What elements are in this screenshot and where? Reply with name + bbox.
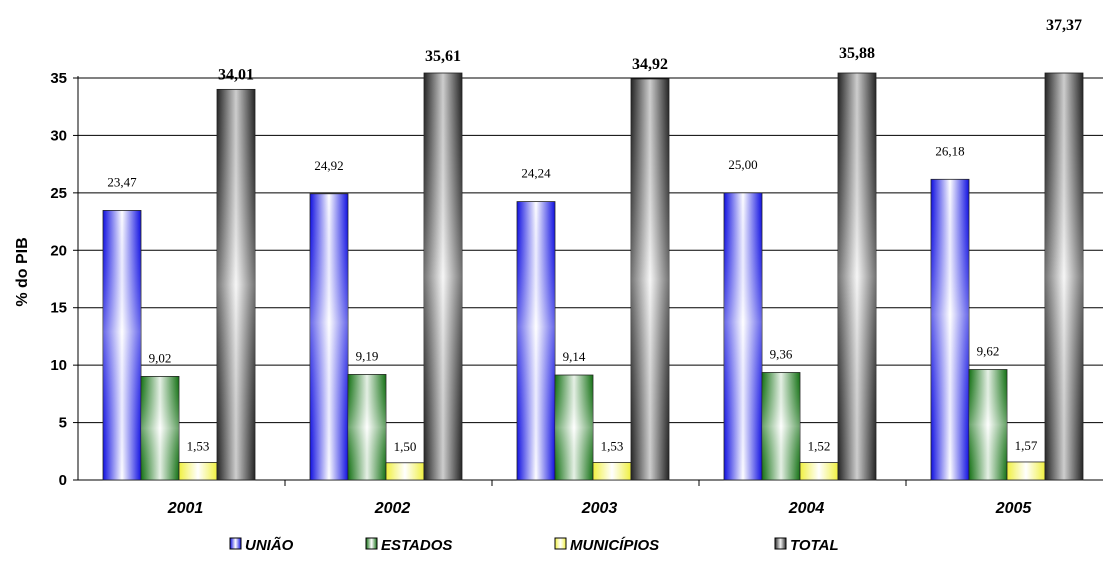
bar-shade <box>724 192 762 480</box>
data-label: 9,62 <box>977 344 1000 359</box>
y-tick-label: 35 <box>50 70 67 87</box>
data-labels: 23,47 9,02 1,53 34,01 24,92 9,19 1,50 35,61 24,2… <box>107 17 1082 454</box>
data-label: 26,18 <box>935 143 964 158</box>
data-label: 34,01 <box>218 66 254 83</box>
y-axis-title: % do PIB <box>14 237 31 306</box>
bar-shade <box>969 369 1007 480</box>
bar-shade <box>1007 461 1045 480</box>
data-label: 24,92 <box>314 158 343 173</box>
data-label: 34,92 <box>632 56 668 73</box>
data-label: 1,53 <box>601 438 624 453</box>
data-label: 37,37 <box>1046 17 1082 34</box>
data-label: 9,36 <box>770 346 793 361</box>
axes: 0 5 10 15 20 25 30 35 2001 2002 2003 2004 2005 <box>50 70 1103 517</box>
bar-shade <box>141 376 179 480</box>
y-tick-label: 30 <box>50 127 67 144</box>
data-label: 23,47 <box>107 174 137 189</box>
x-tick-label: 2001 <box>167 500 204 517</box>
y-tick-label: 15 <box>50 300 67 317</box>
x-tick-label: 2004 <box>788 500 825 517</box>
data-label: 1,57 <box>1015 438 1038 453</box>
data-label: 9,02 <box>149 350 172 365</box>
legend-swatch-total <box>774 537 787 550</box>
y-tick-label: 25 <box>50 185 67 202</box>
bar-shade <box>217 89 255 481</box>
y-tick-label: 20 <box>50 242 67 259</box>
bar-shade <box>838 73 876 480</box>
bar-shade <box>555 375 593 480</box>
bar-shade <box>593 462 631 480</box>
legend-label: ESTADOS <box>381 537 452 554</box>
bar-shade <box>931 179 969 480</box>
bars <box>102 72 1084 481</box>
data-label: 24,24 <box>521 166 551 181</box>
data-label: 1,52 <box>808 439 831 454</box>
bar-shade <box>310 193 348 480</box>
legend-label: TOTAL <box>790 537 839 554</box>
bar-shade <box>762 372 800 480</box>
x-tick-label: 2003 <box>581 500 618 517</box>
data-label: 25,00 <box>728 157 757 172</box>
legend-swatch-estados <box>365 537 378 550</box>
bar-shade <box>386 462 424 480</box>
y-tick-label: 10 <box>50 357 67 374</box>
y-tick-label: 5 <box>59 415 67 432</box>
bar-shade <box>800 462 838 480</box>
data-label: 1,50 <box>394 439 417 454</box>
bar-shade <box>517 201 555 480</box>
legend-label: UNIÃO <box>245 536 294 554</box>
legend-swatch-municípios <box>554 537 567 550</box>
bar-shade <box>1045 73 1083 480</box>
data-label: 9,14 <box>563 349 586 364</box>
legend-swatch-união <box>229 537 242 550</box>
bar-shade <box>424 73 462 480</box>
legend: UNIÃO ESTADOS MUNICÍPIOS TOTAL <box>229 536 839 554</box>
bar-shade <box>103 210 141 480</box>
data-label: 9,19 <box>356 348 379 363</box>
x-tick-label: 2002 <box>374 500 411 517</box>
legend-label: MUNICÍPIOS <box>570 537 659 554</box>
bar-shade <box>348 374 386 480</box>
bar-shade <box>631 78 669 480</box>
data-label: 1,53 <box>187 438 210 453</box>
bar-shade <box>179 462 217 480</box>
x-tick-label: 2005 <box>995 500 1033 517</box>
data-label: 35,61 <box>425 48 461 65</box>
data-label: 35,88 <box>839 45 875 62</box>
y-tick-label: 0 <box>59 472 67 489</box>
